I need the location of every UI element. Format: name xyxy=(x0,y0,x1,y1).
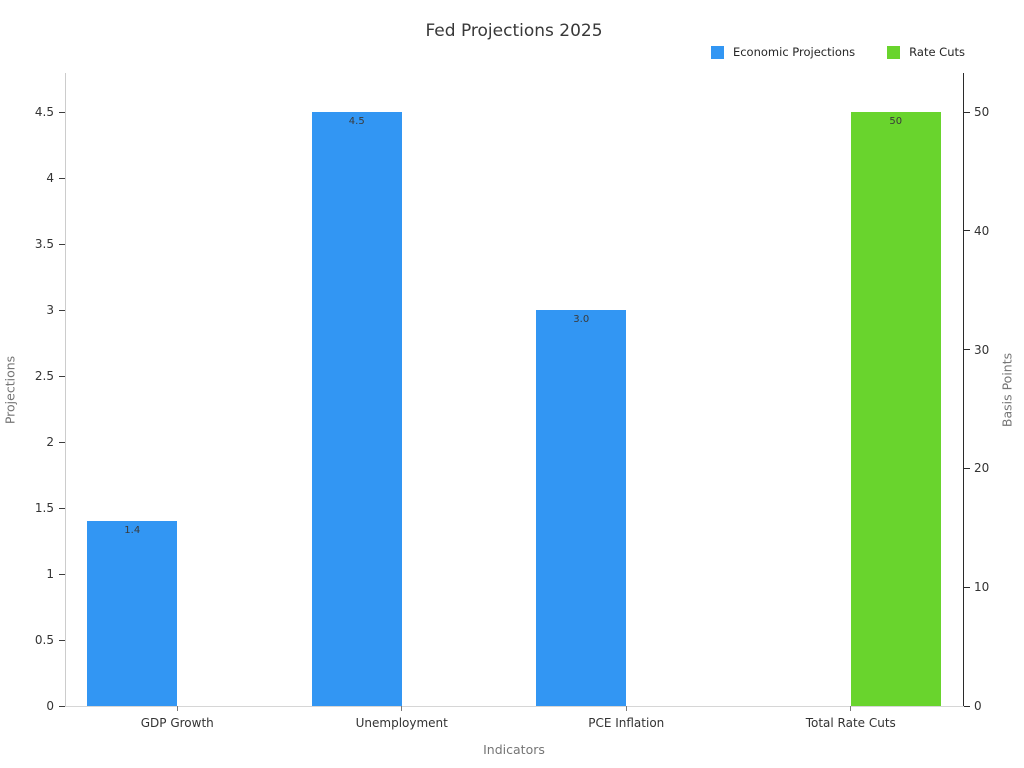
right-y-tick-mark xyxy=(964,111,970,113)
left-y-tick-mark xyxy=(59,375,65,377)
left-axis-spine xyxy=(65,73,66,706)
left-y-tick-mark xyxy=(59,177,65,179)
x-tick-mark xyxy=(625,706,627,711)
right-y-tick-mark xyxy=(964,586,970,588)
x-tick-mark xyxy=(850,706,852,711)
right-y-tick-label: 20 xyxy=(974,461,990,476)
x-tick-label: Total Rate Cuts xyxy=(805,716,896,730)
legend-swatch-green xyxy=(887,45,901,59)
legend-item-economic-projections: Economic Projections xyxy=(710,45,856,59)
bar-value-label: 3.0 xyxy=(573,314,590,325)
right-y-tick-label: 0 xyxy=(974,699,982,713)
left-y-tick-label: 3.5 xyxy=(34,237,54,251)
bottom-axis-spine xyxy=(65,706,964,707)
legend-swatch-blue xyxy=(710,45,724,59)
right-y-tick-label: 40 xyxy=(974,223,990,238)
bar-value-label: 4.5 xyxy=(348,116,365,127)
left-y-tick-mark xyxy=(59,507,65,509)
right-y-tick-mark xyxy=(964,230,970,232)
x-axis-title: Indicators xyxy=(483,742,545,757)
x-tick-mark xyxy=(401,706,403,711)
bar-unemployment: 4.5 xyxy=(311,112,402,706)
left-y-tick-mark xyxy=(59,309,65,311)
left-y-tick-label: 0 xyxy=(46,699,54,713)
left-y-tick-label: 3 xyxy=(46,303,54,317)
left-y-tick-mark xyxy=(59,441,65,443)
left-y-tick-mark xyxy=(59,639,65,641)
legend: Economic Projections Rate Cuts xyxy=(710,45,965,59)
legend-label: Economic Projections xyxy=(732,45,856,59)
bar-gdp-growth: 1.4 xyxy=(87,521,178,706)
bar-pce-inflation: 3.0 xyxy=(536,310,627,706)
left-y-tick-mark xyxy=(59,573,65,575)
left-y-tick-label: 2 xyxy=(46,435,54,449)
right-y-tick-mark xyxy=(964,705,970,707)
x-tick-mark xyxy=(176,706,178,711)
right-y-tick-mark xyxy=(964,467,970,469)
right-y-tick-label: 30 xyxy=(974,342,990,357)
legend-item-rate-cuts: Rate Cuts xyxy=(887,45,965,59)
bar-total-rate-cuts: 50 xyxy=(850,112,941,706)
right-y-tick-label: 50 xyxy=(974,105,990,119)
left-y-tick-label: 4.5 xyxy=(34,105,54,119)
right-y-tick-label: 10 xyxy=(974,580,990,595)
left-y-tick-label: 0.5 xyxy=(34,633,54,647)
left-y-tick-label: 1 xyxy=(46,567,54,581)
x-tick-label: GDP Growth xyxy=(140,716,214,730)
left-axis-title: Projections xyxy=(2,355,18,425)
bar-value-label: 1.4 xyxy=(124,525,141,537)
left-y-tick-mark xyxy=(59,243,65,245)
x-tick-label: PCE Inflation xyxy=(588,716,665,730)
bar-value-label: 50 xyxy=(889,116,903,127)
x-tick-label: Unemployment xyxy=(355,716,448,730)
left-y-tick-label: 2.5 xyxy=(34,369,54,383)
left-y-tick-mark xyxy=(59,111,65,113)
right-axis-title: Basis Points xyxy=(999,352,1015,428)
legend-label: Rate Cuts xyxy=(909,45,965,59)
left-y-tick-mark xyxy=(59,705,65,707)
left-y-tick-label: 4 xyxy=(46,171,54,185)
right-axis-spine xyxy=(963,73,964,706)
left-y-tick-label: 1.5 xyxy=(34,501,54,515)
chart-title: Fed Projections 2025 xyxy=(425,21,603,41)
right-y-tick-mark xyxy=(964,349,970,351)
